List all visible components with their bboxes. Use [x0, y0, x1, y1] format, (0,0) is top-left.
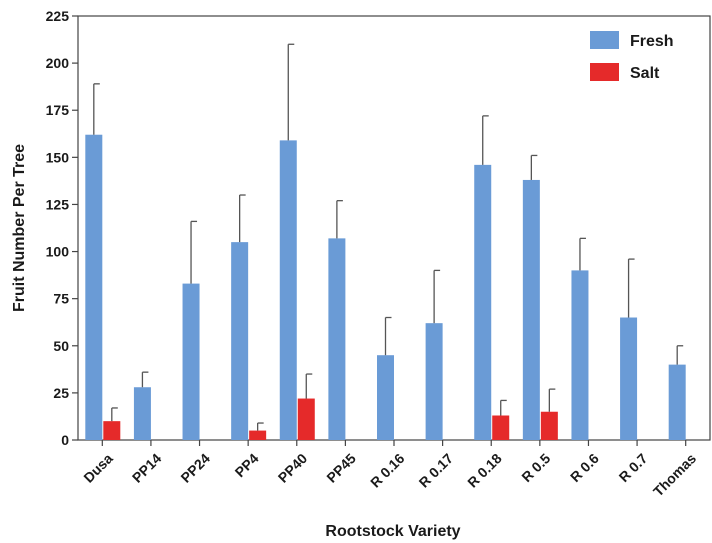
- x-tick-label: PP14: [129, 450, 165, 486]
- bar-salt: [540, 411, 558, 440]
- legend-label-salt: Salt: [630, 65, 660, 82]
- bar-fresh: [133, 387, 151, 440]
- bar-salt: [297, 398, 315, 440]
- bar-salt: [103, 421, 121, 440]
- x-tick-label: Thomas: [650, 450, 699, 499]
- x-tick-label: R 0.18: [464, 450, 505, 491]
- y-tick-label: 100: [46, 244, 70, 260]
- x-axis-title: Rootstock Variety: [325, 523, 460, 540]
- x-tick-label: PP4: [232, 450, 262, 480]
- y-tick-label: 75: [53, 291, 69, 307]
- bar-fresh: [328, 238, 346, 440]
- x-tick-label: R 0.5: [518, 450, 553, 485]
- x-tick-label: PP24: [177, 450, 213, 486]
- bar-fresh: [231, 242, 249, 440]
- legend: Fresh Salt: [590, 31, 674, 82]
- y-tick-label: 25: [53, 385, 69, 401]
- y-tick-label: 200: [46, 55, 70, 71]
- y-tick-label: 125: [46, 196, 70, 212]
- x-tick-label: PP45: [323, 450, 359, 486]
- legend-swatch-fresh: [590, 31, 619, 49]
- bar-fresh: [620, 317, 638, 440]
- bar-fresh: [425, 323, 443, 440]
- y-tick-label: 150: [46, 149, 70, 165]
- bar-fresh: [279, 140, 297, 440]
- y-tick-label: 0: [61, 432, 69, 448]
- x-tick-label: R 0.16: [367, 450, 408, 491]
- x-tick-label: PP40: [275, 450, 311, 486]
- y-tick-label: 225: [46, 8, 70, 24]
- bar-salt: [249, 430, 267, 440]
- x-tick-label: R 0.7: [616, 450, 651, 485]
- legend-label-fresh: Fresh: [630, 33, 674, 50]
- bar-fresh: [377, 355, 394, 440]
- bar-fresh: [522, 179, 540, 441]
- bar-fresh: [571, 270, 589, 440]
- bar-fresh: [668, 364, 686, 440]
- x-tick-label: R 0.6: [567, 450, 602, 485]
- bar-fresh: [182, 283, 200, 440]
- y-tick-label: 175: [46, 102, 70, 118]
- plot-area: 0 25 50 75 100 125 150 175 200 225 Dusa PP14 PP24 PP4…: [46, 8, 711, 499]
- x-tick-label: Dusa: [80, 450, 116, 486]
- bar-fresh: [474, 164, 492, 441]
- bar-salt: [492, 415, 510, 440]
- y-tick-label: 50: [53, 338, 69, 354]
- legend-swatch-salt: [590, 63, 619, 81]
- bar-fresh: [85, 134, 103, 440]
- y-axis-title: Fruit Number Per Tree: [11, 144, 28, 312]
- x-tick-label: R 0.17: [416, 450, 457, 491]
